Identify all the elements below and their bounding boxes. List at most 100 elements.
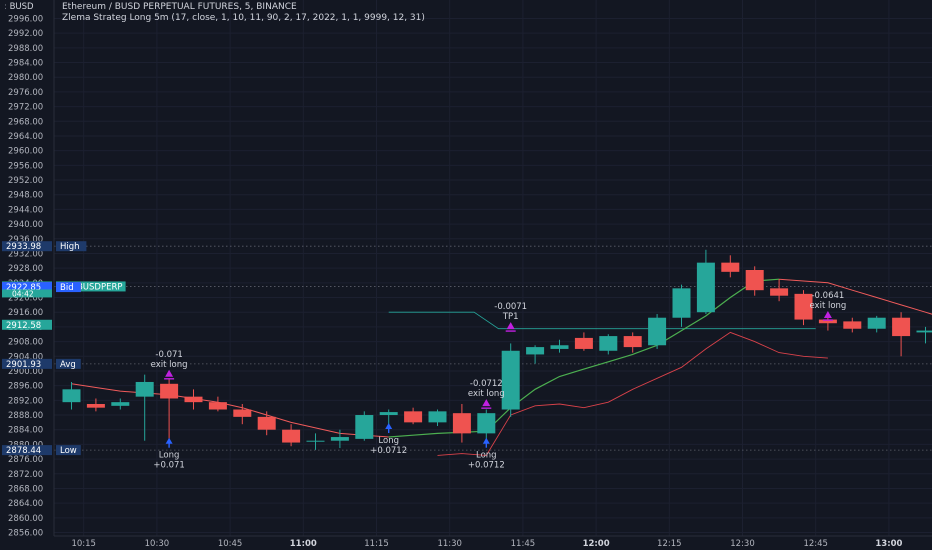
y-tick-label: 2928.00 <box>8 264 43 274</box>
y-tick-label: 2892.00 <box>8 396 43 406</box>
y-tick-label: 2876.00 <box>8 455 43 465</box>
y-tick-label: 2896.00 <box>8 382 43 392</box>
price-line-tag-label: Avg <box>60 360 76 370</box>
y-tick-label: 2916.00 <box>8 308 43 318</box>
trade-markers: exit long-0.071Long+0.071Long+0.0712exit… <box>151 291 847 471</box>
candle-body <box>208 402 227 410</box>
candle-body <box>233 409 252 417</box>
exit-profit-label: -0.0071 <box>494 302 527 312</box>
x-tick-label: 12:15 <box>657 539 682 549</box>
exit-label: exit long <box>468 389 505 399</box>
x-tick-label: 11:45 <box>511 539 536 549</box>
price-badge <box>2 241 52 252</box>
series-title[interactable]: Ethereum / BUSD PERPETUAL FUTURES, 5, BI… <box>62 2 297 12</box>
candle-body <box>282 429 301 443</box>
x-axis[interactable]: 10:15 10:30 10:45 11:00 11:15 11:30 11:45 12:00… <box>71 539 902 549</box>
x-tick-label: 12:00 <box>583 539 610 549</box>
price-line-tag <box>56 445 81 456</box>
price-line-tag-label: ETHBUSDPERP <box>60 282 122 292</box>
exit-arrow-icon <box>506 322 515 330</box>
upper-band-line <box>71 383 389 438</box>
x-tick-label: 11:30 <box>437 539 462 549</box>
countdown-label: 04:42 <box>12 289 34 298</box>
candle-body <box>696 262 715 313</box>
symbol-tag[interactable]: : BUSD <box>4 2 34 12</box>
price-badge <box>2 445 52 456</box>
y-axis-panel <box>0 0 54 550</box>
candle-body <box>330 437 349 441</box>
candle-body <box>599 336 618 351</box>
y-tick-label: 2904.00 <box>8 352 43 362</box>
entry-arrow-icon <box>385 423 393 430</box>
indicator-title[interactable]: Zlema Strateg Long 5m (17, close, 1, 10,… <box>62 13 425 23</box>
x-tick-label: 11:15 <box>364 539 389 549</box>
candle-body <box>160 383 179 399</box>
candle-body <box>501 350 520 410</box>
countdown-badge <box>2 289 52 298</box>
candle-body <box>257 416 276 430</box>
entry-label: Long <box>378 436 399 446</box>
y-tick-label: 2988.00 <box>8 44 43 54</box>
exit-label: TP1 <box>502 312 519 322</box>
lower-band-line <box>437 331 828 456</box>
exit-label: exit long <box>151 360 188 370</box>
y-tick-label: 2984.00 <box>8 59 43 69</box>
price-line-tag <box>56 241 87 252</box>
candle-body <box>404 411 423 423</box>
y-tick-label: 2884.00 <box>8 426 43 436</box>
y-tick-label: 2992.00 <box>8 29 43 39</box>
price-badge-value: 2933.98 <box>6 242 41 252</box>
y-tick-label: 2948.00 <box>8 191 43 201</box>
entry-arrow-icon <box>482 437 490 444</box>
y-tick-label: 2888.00 <box>8 411 43 421</box>
y-tick-label: 2952.00 <box>8 176 43 186</box>
y-tick-label: 2996.00 <box>8 15 43 25</box>
candle-body <box>86 404 105 408</box>
candle-body <box>794 293 813 320</box>
price-badges: 2933.98High2923.02ETHBUSDPERP2922.86Ask2… <box>2 241 126 456</box>
y-tick-label: 2940.00 <box>8 220 43 230</box>
candle-body <box>623 336 642 348</box>
price-line-tag-label: Bid <box>60 283 74 293</box>
entry-label: Long <box>159 451 180 461</box>
legend-header: Ethereum / BUSD PERPETUAL FUTURES, 5, BI… <box>62 2 425 24</box>
candle-body <box>867 317 886 329</box>
price-badge <box>2 282 52 293</box>
y-tick-label: 2872.00 <box>8 470 43 480</box>
candle-body <box>843 321 862 329</box>
exit-arrow-icon <box>823 311 832 319</box>
candles <box>62 249 932 450</box>
candle-body <box>770 288 789 296</box>
y-tick-label: 2900.00 <box>8 367 43 377</box>
candle-body <box>355 415 374 439</box>
x-tick-label: 10:15 <box>71 539 96 549</box>
candle-body <box>916 330 932 333</box>
y-tick-label: 2960.00 <box>8 147 43 157</box>
grid <box>54 0 932 536</box>
candle-body <box>306 440 325 442</box>
candle-body <box>62 389 81 403</box>
x-tick-label: 13:00 <box>875 539 902 549</box>
candle-body <box>892 317 911 337</box>
candle-body <box>526 347 545 355</box>
price-line-tag-label: High <box>60 242 80 252</box>
y-tick-label: 2856.00 <box>8 529 43 539</box>
y-tick-label: 2976.00 <box>8 88 43 98</box>
candle-body <box>648 317 667 346</box>
entry-profit-label: +0.071 <box>153 461 184 471</box>
price-line-tag <box>56 282 81 293</box>
price-badge-value: 2878.44 <box>6 446 41 456</box>
entry-arrow-icon <box>165 437 173 444</box>
x-axis-panel <box>54 536 932 550</box>
x-tick-label: 11:00 <box>290 539 317 549</box>
y-tick-label: 2864.00 <box>8 499 43 509</box>
exit-profit-label: -0.0641 <box>811 291 844 301</box>
y-tick-label: 2944.00 <box>8 205 43 215</box>
entry-profit-label: +0.0712 <box>468 461 505 471</box>
y-tick-label: 2860.00 <box>8 514 43 524</box>
y-tick-label: 2956.00 <box>8 161 43 171</box>
y-tick-label: 2968.00 <box>8 117 43 127</box>
candle-body <box>184 396 203 403</box>
